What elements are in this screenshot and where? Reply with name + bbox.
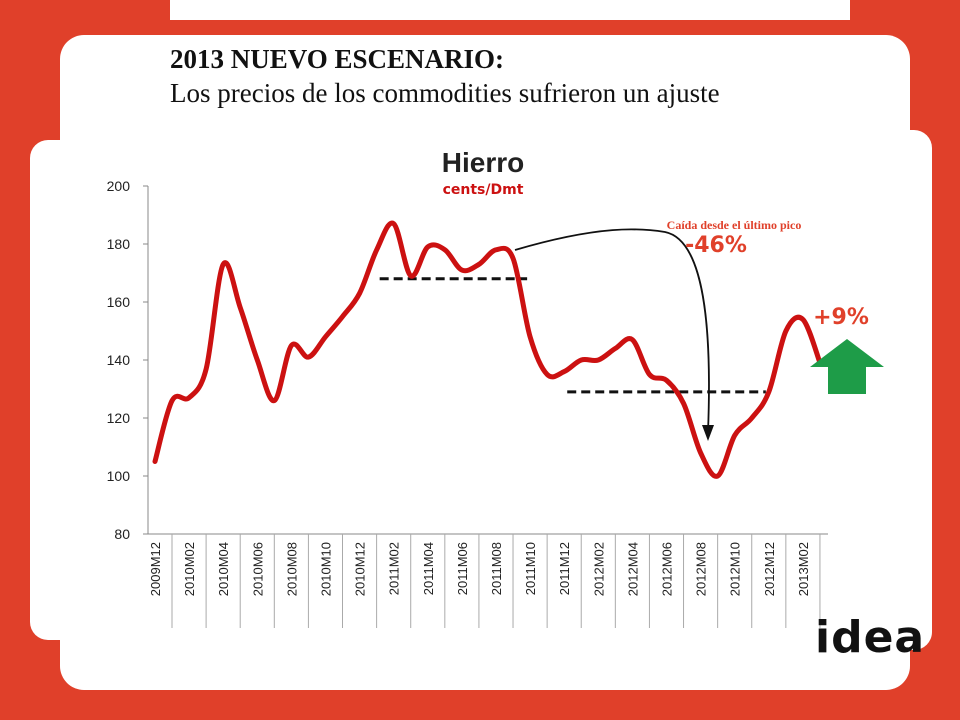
x-tick-label: 2011M10 <box>523 542 538 595</box>
x-tick-label: 2012M04 <box>625 542 640 596</box>
rise-value: +9% <box>813 305 869 330</box>
drop-value: -46% <box>685 233 747 258</box>
x-tick-label: 2010M02 <box>182 542 197 596</box>
y-tick-label: 100 <box>107 468 131 484</box>
background-panel-right-ext <box>870 130 932 650</box>
y-tick-label: 200 <box>107 178 131 194</box>
x-tick-label: 2010M10 <box>319 542 334 596</box>
y-tick-label: 140 <box>107 352 131 368</box>
white-strip-top-left <box>170 0 850 20</box>
x-tick-label: 2011M04 <box>421 542 436 595</box>
background-corner-white-tl <box>0 0 170 30</box>
x-tick-label: 2010M06 <box>250 542 265 596</box>
x-tick-label: 2011M08 <box>489 542 504 595</box>
drop-label: Caída desde el último pico <box>667 218 802 232</box>
x-tick-label: 2012M10 <box>728 542 743 596</box>
series-line-hierro <box>152 220 823 479</box>
y-tick-label: 160 <box>107 294 131 310</box>
y-axis-ticks: 80 100 120 140 160 180 200 <box>107 178 148 542</box>
slide-title: 2013 NUEVO ESCENARIO: Los precios de los… <box>170 42 720 110</box>
reference-lines <box>379 277 766 394</box>
x-tick-label: 2009M12 <box>148 542 163 596</box>
chart-title: Hierro <box>442 147 524 178</box>
x-tick-label: 2012M08 <box>694 542 709 596</box>
background-panel <box>60 35 910 690</box>
up-arrow-icon <box>810 339 884 394</box>
y-tick-label: 80 <box>114 526 130 542</box>
y-tick-label: 120 <box>107 410 131 426</box>
x-tick-label: 2012M06 <box>660 542 675 596</box>
x-axis-ticks: 2009M12 2010M02 2010M04 2010M06 2010M08 2010M… <box>148 534 821 628</box>
drop-arrow <box>514 228 710 433</box>
slide-title-bold: 2013 NUEVO ESCENARIO: <box>170 44 504 74</box>
x-tick-label: 2010M08 <box>284 542 299 596</box>
x-tick-label: 2012M12 <box>762 542 777 596</box>
background-panel-left-ext <box>30 140 90 640</box>
x-tick-label: 2013M02 <box>796 542 811 596</box>
y-tick-label: 180 <box>107 236 131 252</box>
drop-arrow-head <box>702 425 714 441</box>
idea-logo: idea <box>815 612 926 663</box>
x-tick-label: 2010M04 <box>216 542 231 596</box>
x-tick-label: 2011M02 <box>387 542 402 595</box>
slide-title-regular: Los precios de los commodities sufrieron… <box>170 78 720 108</box>
x-tick-label: 2011M12 <box>557 542 572 595</box>
chart-subtitle: cents/Dmt <box>443 182 524 198</box>
x-tick-label: 2010M12 <box>353 542 368 596</box>
x-tick-label: 2011M06 <box>455 542 470 595</box>
x-tick-label: 2012M02 <box>591 542 606 596</box>
